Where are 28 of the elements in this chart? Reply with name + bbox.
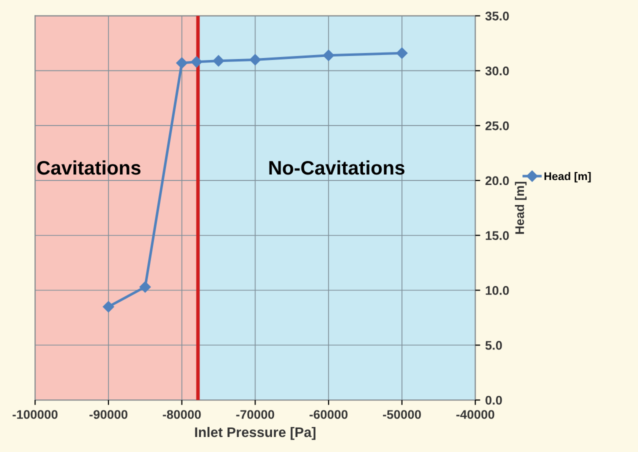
- point: [190, 56, 202, 68]
- point: [176, 57, 188, 69]
- point: [140, 281, 151, 293]
- band-label: No-Cavitations: [269, 160, 404, 175]
- point: [102, 301, 114, 312]
- point: [250, 54, 261, 66]
- y-tick-label: 10.0: [486, 286, 509, 295]
- x-tick-label: -50000: [382, 410, 421, 419]
- y-tick-label: 0.0: [486, 396, 502, 405]
- y-axis-title: Head [m]: [514, 182, 527, 234]
- point: [212, 55, 224, 66]
- y-tick-label: 20.0: [485, 176, 509, 186]
- x-tick-label: -100000: [12, 410, 58, 419]
- band-label: Cavitations: [37, 160, 140, 175]
- y-tick-label: 30.0: [485, 66, 509, 76]
- y-tick-label: 25.0: [485, 121, 509, 130]
- y-tick-label: 35.0: [485, 12, 509, 20]
- y-tick-label: 15.0: [486, 231, 509, 240]
- point: [396, 48, 408, 59]
- x-tick-label: -90000: [89, 410, 128, 419]
- x-tick-label: -80000: [162, 410, 201, 419]
- x-axis-title: Inlet Pressure [Pa]: [195, 426, 316, 440]
- point: [322, 50, 334, 61]
- x-tick-label: -60000: [310, 410, 348, 419]
- y-tick-label: 5.0: [485, 340, 502, 350]
- x-tick-label: -40000: [456, 410, 494, 419]
- legend-label: Head [m]: [544, 172, 591, 182]
- x-tick-label: -70000: [236, 410, 274, 419]
